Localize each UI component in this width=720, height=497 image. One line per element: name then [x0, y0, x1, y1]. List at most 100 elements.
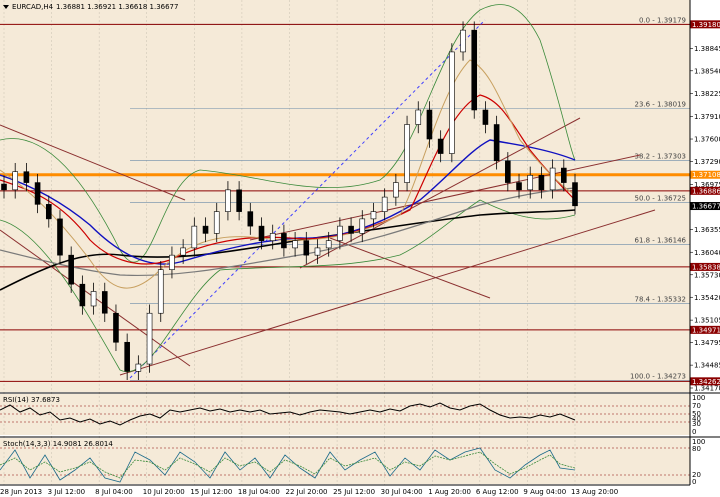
- candle-body[interactable]: [437, 138, 444, 154]
- gray-ma: [0, 187, 576, 277]
- candle-body[interactable]: [549, 167, 556, 191]
- main-plot-area[interactable]: [0, 0, 690, 392]
- candle-body[interactable]: [493, 124, 500, 162]
- rsi-plot-area[interactable]: [0, 394, 690, 435]
- candle-body[interactable]: [281, 233, 287, 249]
- moving-averages: [0, 59, 576, 291]
- candle-body[interactable]: [213, 211, 220, 234]
- time-tick-label: 9 Aug 04:00: [523, 488, 566, 496]
- price-tick-label: 1.36355: [694, 226, 720, 234]
- candle-body[interactable]: [415, 109, 422, 125]
- rising-channel-mid-line[interactable]: [299, 117, 581, 269]
- candle-body[interactable]: [202, 225, 209, 234]
- rising-support-line[interactable]: [119, 209, 656, 376]
- trend-lines[interactable]: [0, 19, 656, 379]
- time-tick-label: 25 Jul 12:00: [333, 488, 375, 496]
- candle-body[interactable]: [471, 29, 478, 111]
- candle-body[interactable]: [101, 291, 108, 314]
- price-tag-label: 1.37108: [692, 171, 720, 179]
- candle-body[interactable]: [370, 211, 377, 220]
- candle-body[interactable]: [314, 247, 321, 256]
- candle-body[interactable]: [169, 254, 175, 270]
- candle-body[interactable]: [538, 175, 545, 191]
- candle-body[interactable]: [12, 171, 18, 191]
- price-tag-label: 1.35838: [692, 263, 720, 271]
- price-tick-label: 1.35420: [694, 294, 720, 302]
- stoch-label: Stoch(14,3,3) 14.9081 26.8014: [3, 440, 113, 448]
- candle-body[interactable]: [449, 51, 455, 154]
- price-tag-box: [690, 262, 720, 271]
- rsi-label: RSI(14) 37.6873: [3, 396, 60, 404]
- candle-body[interactable]: [404, 124, 410, 183]
- candle-body[interactable]: [348, 225, 354, 234]
- price-tag-label: 1.34262: [692, 378, 720, 386]
- candle-body[interactable]: [258, 225, 265, 241]
- stoch-tick-100: 100: [692, 438, 705, 446]
- candle-body[interactable]: [23, 171, 30, 183]
- fibo-level-label: 100.0 - 1.34273: [630, 373, 686, 381]
- red-ma: [0, 94, 576, 265]
- price-tags: 1.39180 1.37108 1.36886 1.36677 1.35838 1.349…: [690, 20, 720, 386]
- candle-body[interactable]: [247, 211, 254, 227]
- price-tick-label: 1.34795: [694, 339, 720, 347]
- price-tag-box: [690, 186, 720, 195]
- price-tick-label: 1.37290: [694, 158, 720, 166]
- candle-body[interactable]: [79, 283, 86, 307]
- time-tick-label: 18 Jul 04:00: [238, 488, 280, 496]
- candle-body[interactable]: [505, 160, 511, 183]
- price-axis: 1.38845 1.38540 1.38225 1.37910 1.37600 1.372…: [690, 45, 720, 393]
- price-tag-label: 1.39180: [692, 21, 720, 29]
- candle-body[interactable]: [303, 240, 310, 256]
- candle-body[interactable]: [393, 182, 399, 198]
- fibo-level-label: 38.2 - 1.37303: [634, 153, 686, 161]
- chart-header: EURCAD,H4 1.36881 1.36921 1.36618 1.3667…: [3, 3, 178, 11]
- tan-ma: [0, 59, 576, 289]
- price-tag-box: [690, 377, 720, 386]
- candle-body[interactable]: [124, 341, 130, 372]
- candle-body[interactable]: [337, 225, 343, 241]
- rsi-tick-70: 70: [692, 402, 701, 410]
- fibo-diagonal-line[interactable]: [129, 19, 486, 379]
- candle-body[interactable]: [292, 240, 298, 249]
- chart-dropdown-icon[interactable]: [3, 5, 9, 9]
- fibo-level-label: 78.4 - 1.35332: [634, 296, 686, 304]
- candle-body[interactable]: [236, 189, 242, 212]
- rsi-tick-50: 50: [692, 410, 701, 418]
- price-tick-label: 1.38225: [694, 90, 720, 98]
- candle-body[interactable]: [157, 269, 164, 314]
- candle-body[interactable]: [180, 247, 186, 256]
- candle-body[interactable]: [527, 175, 534, 191]
- descending-fan-line[interactable]: [329, 237, 491, 299]
- price-tag-box: [690, 325, 720, 334]
- candle-body[interactable]: [113, 312, 119, 343]
- candle-body[interactable]: [269, 233, 276, 241]
- price-candles[interactable]: [1, 21, 578, 381]
- upper-channel-line[interactable]: [0, 124, 186, 201]
- candle-body[interactable]: [1, 183, 7, 191]
- candle-body[interactable]: [359, 218, 366, 234]
- candle-body[interactable]: [460, 29, 466, 53]
- price-tick-label: 1.38540: [694, 67, 720, 75]
- candle-body[interactable]: [572, 182, 578, 207]
- candle-body[interactable]: [34, 182, 41, 205]
- candle-body[interactable]: [146, 312, 153, 365]
- rsi-panel[interactable]: RSI(14) 37.6873 100 70 50 40 30 0: [0, 392, 720, 436]
- candle-body[interactable]: [57, 218, 63, 256]
- rising-resistance-line[interactable]: [249, 154, 641, 241]
- candle-body[interactable]: [516, 182, 522, 191]
- candle-body[interactable]: [45, 204, 52, 220]
- candle-body[interactable]: [325, 240, 332, 249]
- candle-body[interactable]: [191, 225, 198, 249]
- candle-body[interactable]: [381, 196, 388, 212]
- stoch-panel[interactable]: Stoch(14,3,3) 14.9081 26.8014 100 80 20 …: [0, 436, 720, 486]
- price-tick-label: 1.36040: [694, 249, 720, 257]
- candle-body[interactable]: [68, 254, 74, 285]
- candle-body[interactable]: [482, 109, 489, 125]
- candle-body[interactable]: [90, 291, 97, 307]
- candle-body[interactable]: [561, 167, 567, 183]
- candle-body[interactable]: [135, 363, 142, 372]
- candle-body[interactable]: [225, 189, 231, 212]
- rsi-line: [0, 402, 576, 426]
- candle-body[interactable]: [426, 109, 433, 140]
